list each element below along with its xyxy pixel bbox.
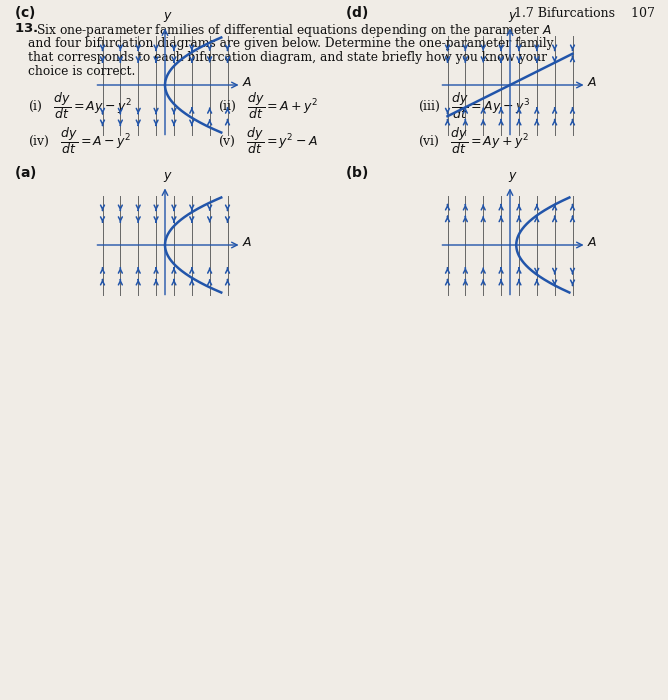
- Text: $\mathbf{(d)}$: $\mathbf{(d)}$: [345, 4, 368, 21]
- Text: $\mathbf{(c)}$: $\mathbf{(c)}$: [14, 4, 35, 21]
- Text: 1.7 Bifurcations    107: 1.7 Bifurcations 107: [514, 7, 655, 20]
- Text: Six one-parameter families of differential equations depending on the parameter : Six one-parameter families of differenti…: [36, 22, 552, 39]
- Text: $y$: $y$: [508, 10, 518, 24]
- Text: (vi)   $\dfrac{dy}{dt} = Ay + y^2$: (vi) $\dfrac{dy}{dt} = Ay + y^2$: [418, 125, 529, 156]
- Text: $\mathbf{13.}$: $\mathbf{13.}$: [14, 22, 38, 35]
- Text: $A$: $A$: [242, 237, 253, 249]
- Text: (i)   $\dfrac{dy}{dt} = Ay - y^2$: (i) $\dfrac{dy}{dt} = Ay - y^2$: [28, 90, 132, 121]
- Text: $\mathbf{(a)}$: $\mathbf{(a)}$: [14, 164, 37, 181]
- Text: (iii)   $\dfrac{dy}{dt} = Ay - y^3$: (iii) $\dfrac{dy}{dt} = Ay - y^3$: [418, 90, 530, 121]
- Text: $A$: $A$: [587, 76, 598, 90]
- Text: (ii)   $\dfrac{dy}{dt} = A + y^2$: (ii) $\dfrac{dy}{dt} = A + y^2$: [218, 90, 319, 121]
- Text: and four bifurcation diagrams are given below. Determine the one-parameter famil: and four bifurcation diagrams are given …: [28, 37, 554, 50]
- Text: $A$: $A$: [242, 76, 253, 90]
- Text: choice is correct.: choice is correct.: [28, 65, 136, 78]
- Text: $A$: $A$: [587, 237, 598, 249]
- Text: $\mathbf{(b)}$: $\mathbf{(b)}$: [345, 164, 368, 181]
- Text: $y$: $y$: [163, 10, 173, 24]
- Text: that corresponds to each bifurcation diagram, and state briefly how you know you: that corresponds to each bifurcation dia…: [28, 51, 547, 64]
- Text: (iv)   $\dfrac{dy}{dt} = A - y^2$: (iv) $\dfrac{dy}{dt} = A - y^2$: [28, 125, 132, 156]
- Text: $y$: $y$: [163, 169, 173, 183]
- Text: (v)   $\dfrac{dy}{dt} = y^2 - A$: (v) $\dfrac{dy}{dt} = y^2 - A$: [218, 125, 318, 156]
- Text: $y$: $y$: [508, 169, 518, 183]
